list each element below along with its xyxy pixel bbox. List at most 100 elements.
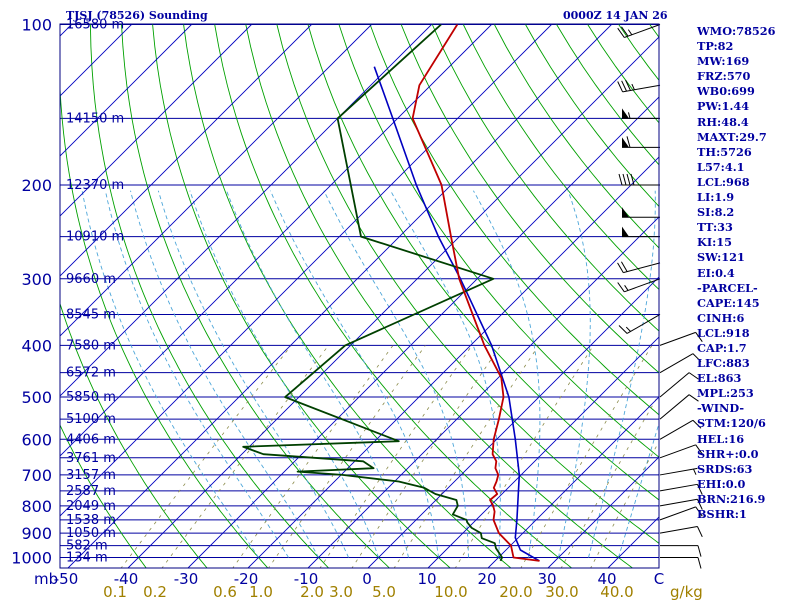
mixing-ratio-label: 3.0	[329, 583, 353, 600]
index-item: CINH:6	[697, 310, 745, 325]
height-label: 8545 m	[66, 307, 116, 322]
pressure-tick-label: 900	[21, 524, 52, 543]
height-label: 16580 m	[66, 18, 124, 33]
pressure-tick-label: 600	[21, 430, 52, 449]
wind-barb	[659, 444, 703, 459]
mixing-ratio-label: 1.0	[249, 583, 273, 600]
isotherm	[247, 156, 659, 568]
plot-frame	[59, 23, 660, 569]
mixing-ratio-label: 0.2	[143, 583, 167, 600]
index-item: -PARCEL-	[697, 280, 758, 295]
wind-barb-half-flag	[693, 468, 697, 475]
wind-barb-flag	[696, 526, 703, 538]
index-item: LCL:968	[697, 174, 750, 189]
wind-barb-flag	[697, 545, 702, 557]
index-item: BSHR:1	[697, 507, 747, 521]
wind-barb-half-flag	[625, 326, 631, 332]
wind-barb-flag	[621, 26, 629, 37]
wind-barb-flag	[695, 444, 703, 455]
wind-barb-staff	[622, 84, 661, 93]
wind-barb-pennant	[622, 207, 629, 218]
moist-adiabat	[473, 190, 541, 558]
wind-barb-flag	[617, 262, 624, 273]
pressure-unit-label: mb	[34, 570, 58, 588]
index-item: WMO:78526	[697, 24, 776, 38]
isotherm	[367, 276, 659, 568]
wind-barb-staff	[659, 331, 696, 346]
mixing-ratio-line	[120, 345, 292, 568]
height-label: 4406 m	[66, 432, 116, 447]
mixing-ratio-line	[267, 345, 426, 568]
moist-adiabat	[189, 190, 379, 558]
wind-barb	[659, 419, 702, 440]
dry-adiabat	[369, 24, 659, 416]
dry-adiabat	[214, 24, 573, 568]
height-label: 3761 m	[66, 451, 116, 466]
wind-barb	[617, 24, 661, 38]
wind-barb-flag	[625, 79, 631, 91]
index-item: EI:0.4	[697, 265, 735, 280]
mixing-ratio-line	[454, 345, 594, 568]
wind-barb	[659, 331, 703, 346]
mixing-ratio-label: 40.0	[600, 583, 633, 600]
index-item: SI:8.2	[697, 205, 735, 220]
moist-adiabat	[323, 190, 469, 558]
dry-adiabat	[60, 302, 208, 568]
wind-barb-flag	[626, 136, 631, 148]
mixing-ratio-label: 0.6	[213, 583, 237, 600]
wind-barb-staff	[659, 394, 690, 420]
wind-barb-staff	[659, 419, 694, 440]
index-item: -WIND-	[697, 401, 745, 416]
wind-barb-flag	[697, 557, 702, 569]
height-label: 1050 m	[66, 526, 116, 541]
mixing-ratio-line	[319, 345, 473, 568]
height-label: 134 m	[66, 551, 108, 566]
pressure-tick-label: 800	[21, 497, 52, 516]
chart-grid-clipped	[60, 24, 659, 568]
mixing-ratio-line	[560, 393, 659, 568]
index-item: LI:1.9	[697, 190, 735, 205]
index-item: L57:4.1	[697, 159, 745, 174]
wind-barb	[617, 278, 661, 293]
wind-barb	[659, 498, 703, 510]
height-label: 9660 m	[66, 272, 116, 287]
mixing-ratio-label: 5.0	[372, 583, 396, 600]
pressure-tick-label: 100	[21, 16, 52, 35]
wind-barb-staff	[659, 444, 696, 459]
wind-barb-flag	[618, 173, 623, 186]
wind-barb-half-flag	[624, 285, 629, 291]
isotherm	[60, 24, 313, 277]
wind-barb-pennant	[622, 108, 629, 119]
index-item: LFC:883	[697, 356, 750, 371]
index-item: RH:48.4	[697, 114, 749, 129]
moist-adiabat	[588, 190, 656, 558]
dry-adiabat	[431, 24, 659, 332]
wind-barb	[659, 467, 698, 476]
dry-adiabat	[276, 24, 659, 544]
wind-barb-staff	[624, 24, 661, 38]
wind-barb-staff	[624, 278, 661, 293]
isotherm	[487, 396, 659, 568]
wind-barb	[660, 557, 702, 569]
index-item: PW:1.44	[697, 99, 750, 114]
mixing-ratio-line	[590, 441, 659, 568]
wind-barb-half-flag	[627, 29, 633, 36]
wind-barbs	[617, 24, 703, 569]
wind-barb	[659, 526, 703, 538]
wind-barb	[617, 79, 661, 93]
wind-barb	[659, 372, 699, 398]
wind-barb-staff	[659, 506, 696, 521]
wind-barb-staff	[659, 498, 698, 507]
isotherm	[67, 24, 613, 568]
wind-barb-pennant	[622, 226, 629, 237]
height-label: 5100 m	[66, 412, 116, 427]
mixing-ratio-line	[161, 345, 329, 568]
index-item: KI:15	[697, 235, 732, 250]
temperature-tick-label: -20	[234, 570, 259, 588]
pressure-tick-label: 1000	[11, 549, 52, 568]
wind-barb-flag	[617, 81, 624, 93]
wind-barb-flag	[622, 173, 627, 186]
height-label: 582 m	[66, 539, 108, 554]
dewpoint-trace	[242, 24, 503, 562]
wind-barb	[622, 108, 660, 119]
